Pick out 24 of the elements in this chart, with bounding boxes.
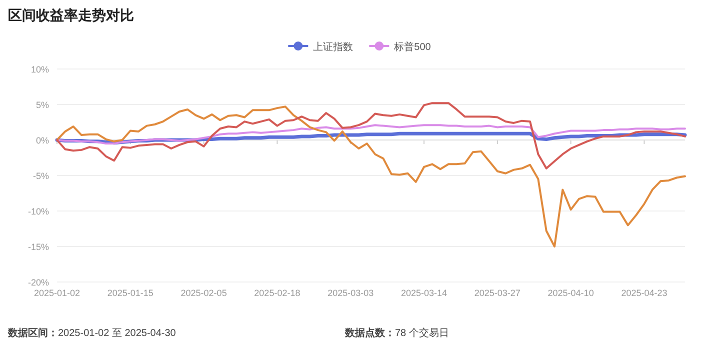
chart-title: 区间收益率走势对比	[8, 7, 134, 23]
x-tick-label: 2025-03-27	[474, 288, 520, 298]
line-series	[56, 124, 686, 145]
y-tick-label: -10%	[28, 206, 49, 216]
y-tick-label: 5%	[36, 100, 49, 110]
text: 数据区间：2025-01-02 至 2025-04-30	[7, 327, 176, 339]
y-tick-label: -20%	[28, 278, 49, 288]
x-tick-label: 2025-03-14	[400, 288, 448, 298]
text: 数据点数：78 个交易日	[344, 327, 449, 339]
x-tick-label: 2025-02-18	[254, 288, 300, 298]
x-tick-label: 2025-01-02	[34, 288, 80, 298]
x-tick-label: 2025-03-03	[328, 288, 374, 298]
x-tick-label: 2025-01-15	[107, 288, 154, 298]
line-series	[56, 106, 686, 248]
x-tick-label: 2025-04-23	[621, 288, 668, 298]
line-series	[56, 102, 686, 170]
y-tick-label: 0%	[36, 136, 49, 146]
x-tick-label: 2025-02-05	[180, 288, 227, 298]
x-tick-label: 2025-04-10	[548, 288, 594, 298]
y-tick-label: 10%	[30, 64, 49, 74]
y-tick-label: -5%	[32, 171, 49, 181]
legend-label: 标普500	[393, 41, 432, 53]
y-tick-label: -15%	[28, 242, 49, 252]
legend-label: 上证指数	[313, 41, 354, 53]
